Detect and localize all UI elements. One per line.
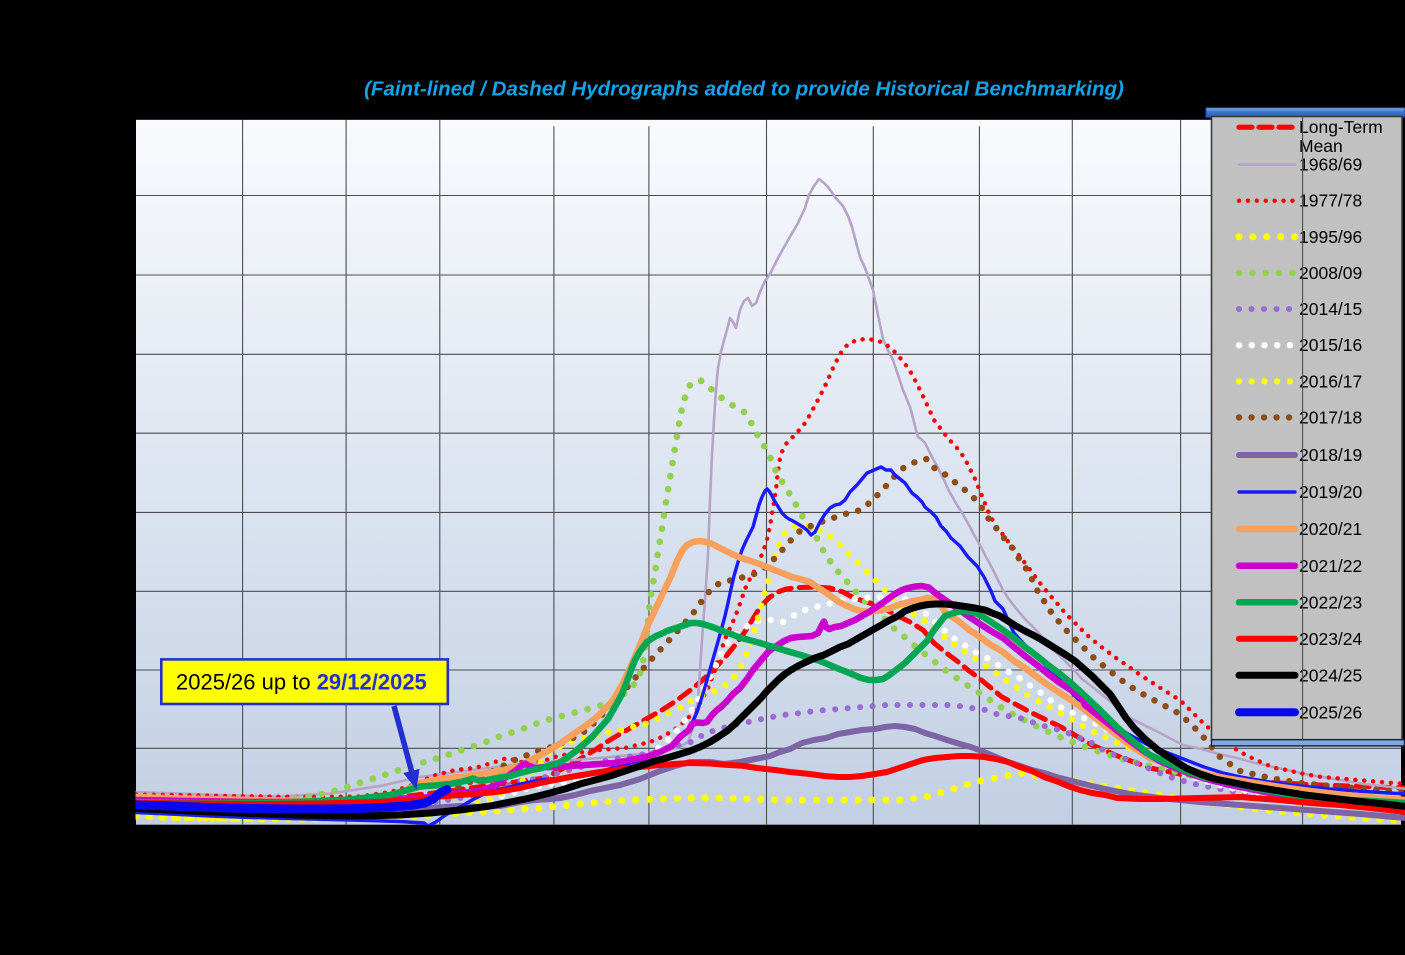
svg-text:2023/24: 2023/24	[1299, 629, 1363, 649]
svg-text:1995/96: 1995/96	[1299, 227, 1362, 247]
svg-text:2016/17: 2016/17	[1299, 371, 1362, 391]
svg-text:2022/23: 2022/23	[1299, 592, 1362, 612]
svg-text:2015/16: 2015/16	[1299, 335, 1362, 355]
svg-text:2025/26 up to 29/12/2025: 2025/26 up to 29/12/2025	[176, 670, 427, 695]
svg-text:2024/25: 2024/25	[1299, 665, 1362, 685]
svg-text:2014/15: 2014/15	[1299, 299, 1362, 319]
svg-text:Mean: Mean	[1299, 136, 1343, 156]
svg-text:2018/19: 2018/19	[1299, 445, 1362, 465]
svg-text:Long-Term: Long-Term	[1299, 117, 1383, 137]
svg-text:2020/21: 2020/21	[1299, 519, 1362, 539]
svg-text:1977/78: 1977/78	[1299, 191, 1362, 211]
svg-text:2021/22: 2021/22	[1299, 556, 1362, 576]
svg-text:(Faint-lined / Dashed Hydrogra: (Faint-lined / Dashed Hydrographs added …	[364, 78, 1124, 101]
svg-text:2019/20: 2019/20	[1299, 482, 1363, 502]
svg-text:2017/18: 2017/18	[1299, 407, 1362, 427]
svg-text:1968/69: 1968/69	[1299, 155, 1362, 175]
svg-text:2025/26: 2025/26	[1299, 702, 1362, 722]
svg-text:2008/09: 2008/09	[1299, 263, 1362, 283]
